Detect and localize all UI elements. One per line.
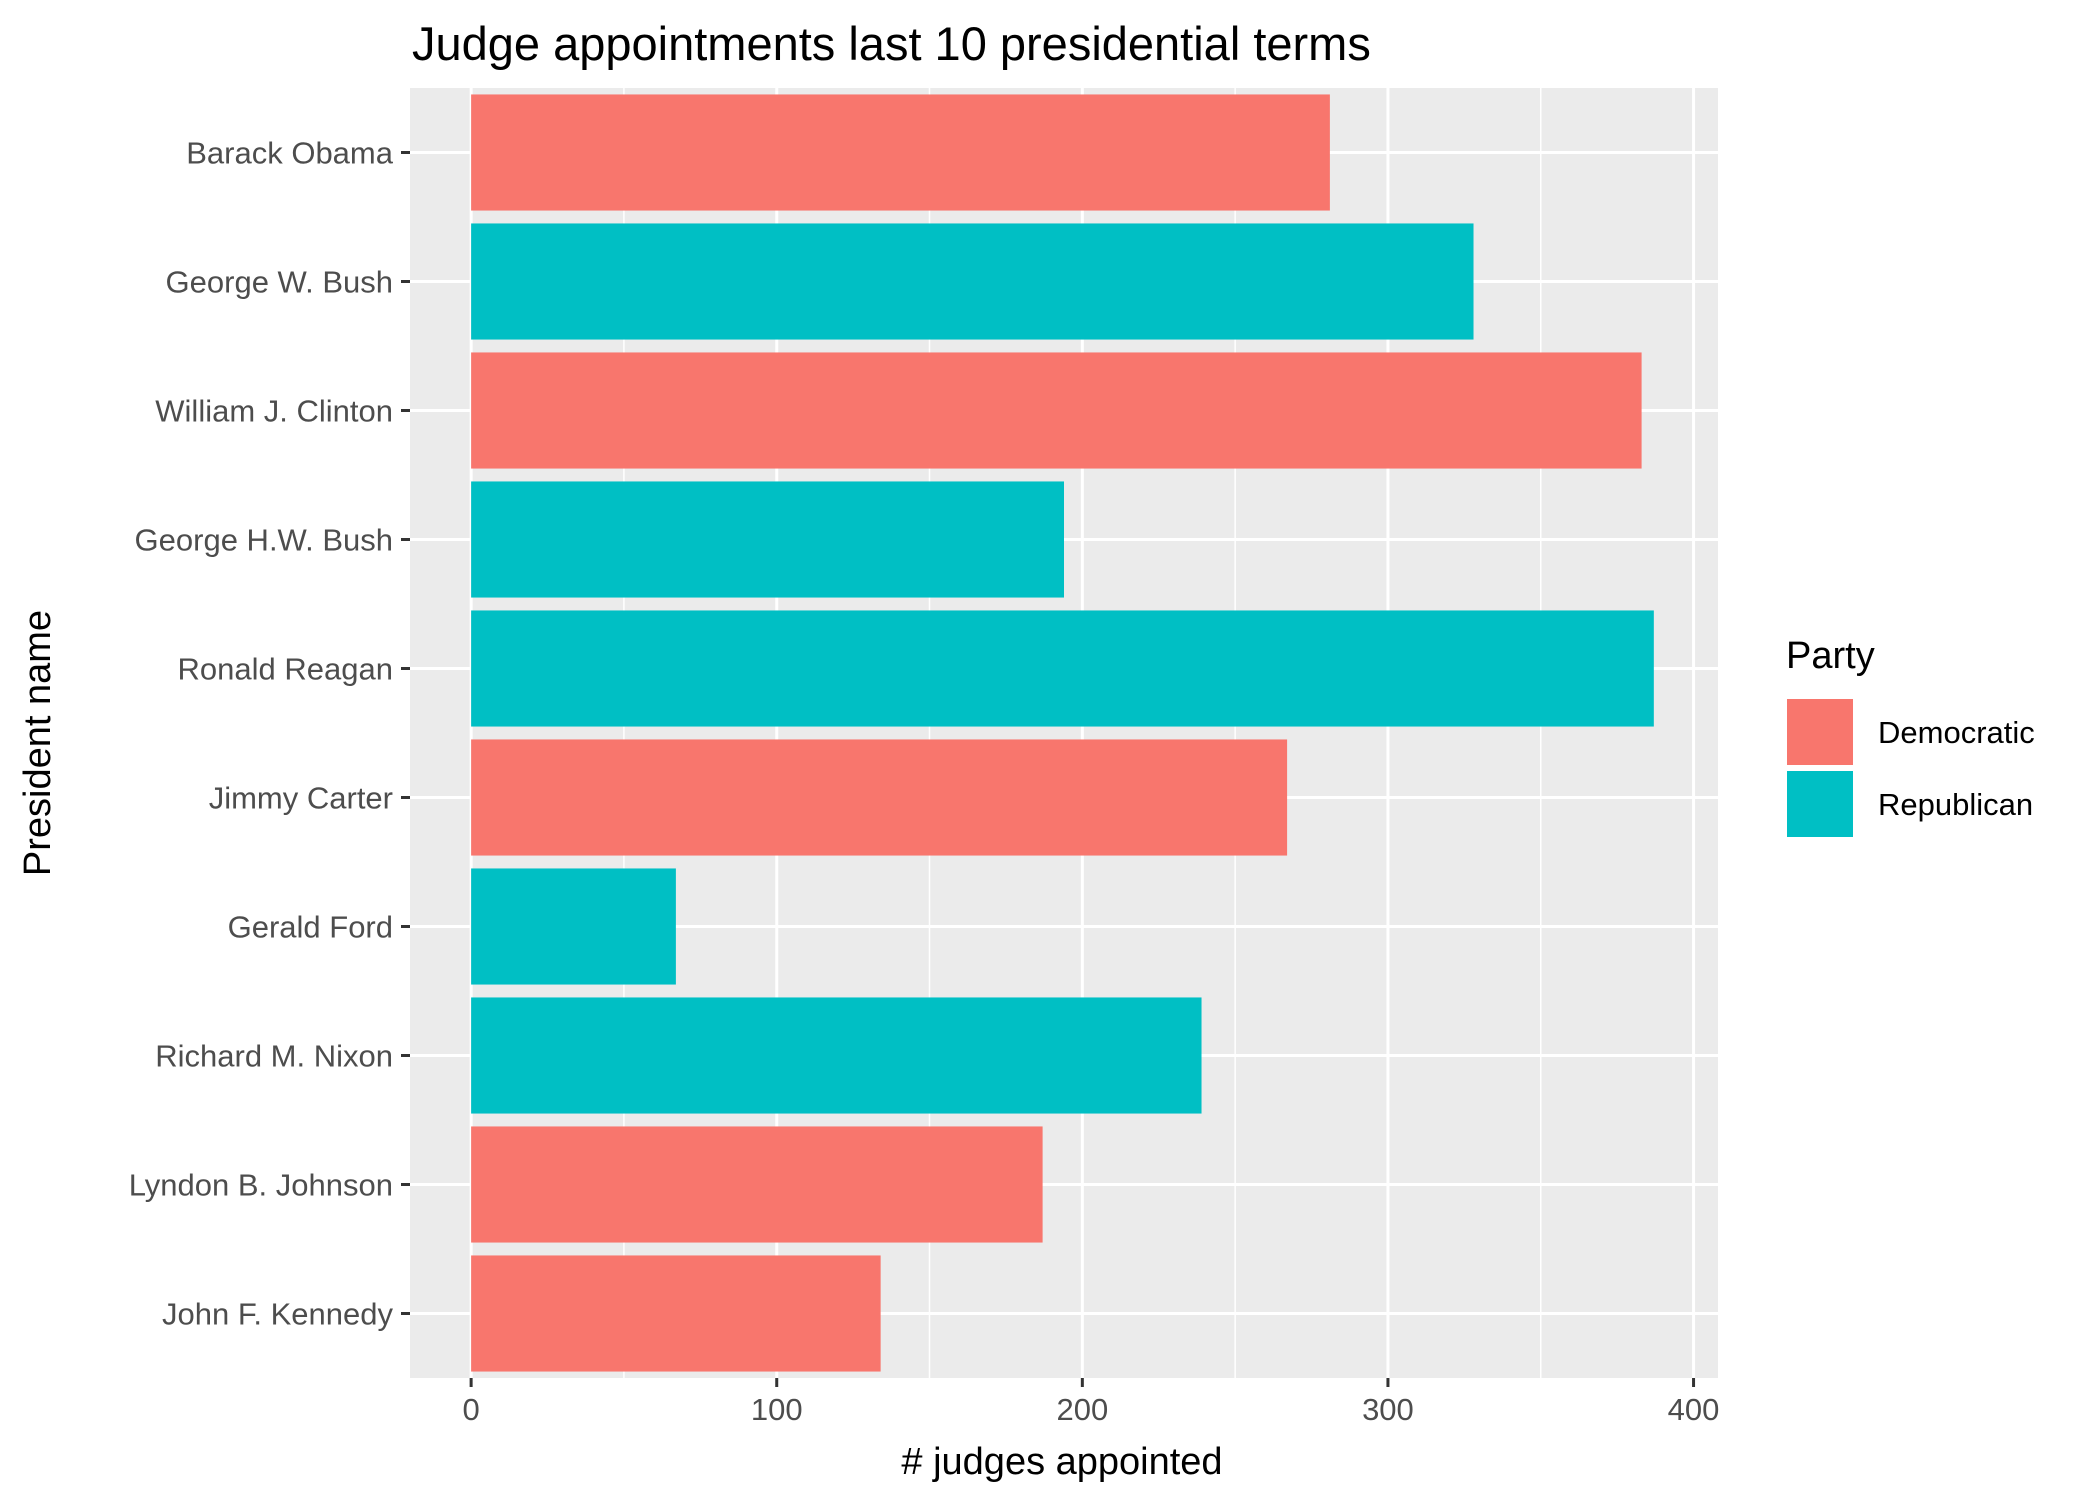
bar-george-w-bush bbox=[471, 223, 1474, 340]
y-axis: Barack Obama George W. Bush William J. Cli… bbox=[129, 136, 410, 1332]
y-tick-label: John F. Kennedy bbox=[162, 1297, 393, 1332]
legend-key-republican bbox=[1785, 769, 1855, 839]
bar-lyndon-b-johnson bbox=[471, 1126, 1043, 1243]
bar-john-f-kennedy bbox=[471, 1255, 881, 1372]
x-axis: 0 100 200 300 400 bbox=[462, 1378, 1719, 1427]
legend-title: Party bbox=[1786, 635, 1875, 677]
legend: Party Democratic Republican bbox=[1785, 635, 2035, 839]
y-tick-label: Ronald Reagan bbox=[178, 652, 393, 687]
bar-barack-obama bbox=[471, 94, 1330, 211]
legend-label-democratic: Democratic bbox=[1878, 715, 2035, 750]
x-tick-label: 100 bbox=[751, 1392, 803, 1427]
y-axis-title: President name bbox=[17, 610, 59, 876]
x-tick-label: 200 bbox=[1056, 1392, 1108, 1427]
bar-richard-m-nixon bbox=[471, 997, 1202, 1114]
y-tick-label: Lyndon B. Johnson bbox=[129, 1168, 393, 1203]
bar-william-j-clinton bbox=[471, 352, 1642, 469]
bar-ronald-reagan bbox=[471, 610, 1654, 727]
bar-jimmy-carter bbox=[471, 739, 1288, 856]
plot-panel bbox=[410, 88, 1718, 1378]
x-tick-label: 300 bbox=[1362, 1392, 1414, 1427]
bar-george-h-w-bush bbox=[471, 481, 1065, 598]
x-tick-label: 400 bbox=[1668, 1392, 1720, 1427]
bar-gerald-ford bbox=[471, 868, 676, 985]
legend-entries: Democratic Republican bbox=[1785, 697, 2035, 839]
y-tick-label: William J. Clinton bbox=[155, 394, 393, 429]
y-tick-label: Gerald Ford bbox=[228, 910, 393, 945]
legend-label-republican: Republican bbox=[1878, 787, 2033, 822]
y-tick-label: George W. Bush bbox=[166, 265, 393, 300]
x-axis-title: # judges appointed bbox=[901, 1441, 1222, 1483]
y-tick-label: Barack Obama bbox=[186, 136, 394, 171]
y-tick-label: Richard M. Nixon bbox=[155, 1039, 393, 1074]
x-tick-label: 0 bbox=[462, 1392, 479, 1427]
y-tick-label: Jimmy Carter bbox=[209, 781, 393, 816]
legend-key-democratic bbox=[1785, 697, 1855, 767]
chart-title: Judge appointments last 10 presidential … bbox=[412, 17, 1371, 70]
y-tick-label: George H.W. Bush bbox=[135, 523, 393, 558]
